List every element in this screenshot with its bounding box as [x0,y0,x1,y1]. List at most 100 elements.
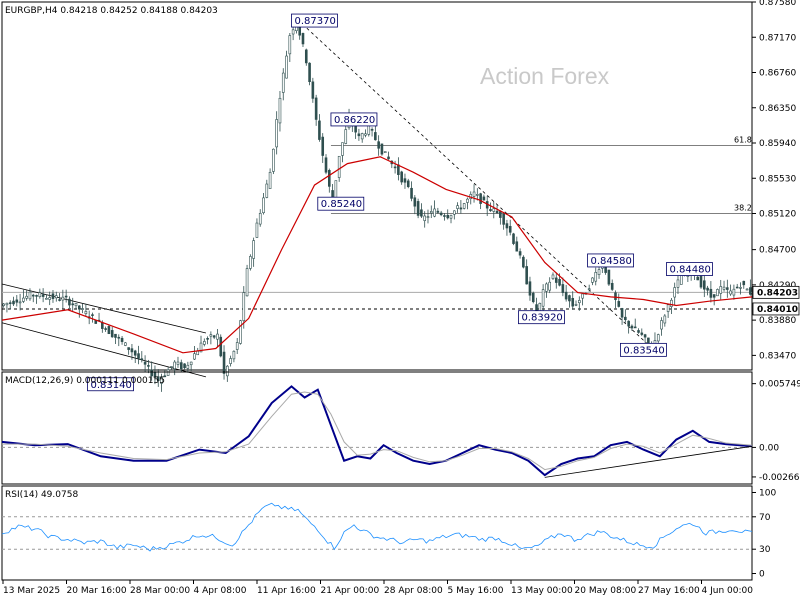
candle-body [58,299,61,301]
price-pane: Action Forex EURGBP,H4 0.84218 0.84252 0.… [1,0,800,392]
candle-body [370,129,374,131]
x-tick-label: 4 Jun 00:00 [702,586,754,596]
candle-body [318,120,321,140]
candle-body [591,277,594,283]
candle-body [308,62,311,83]
price-level-label: 0.84203 [757,288,798,298]
candle-body [314,97,318,120]
candle-body [101,322,104,329]
candle-body [423,215,426,221]
candle-body [364,133,367,136]
price-tick-label: 0.83470 [759,351,796,361]
candle-body [81,308,84,310]
candle-body [433,208,436,217]
candle-body [5,302,9,306]
candle-body [265,183,269,198]
candle-body [242,292,246,321]
candle-body [479,193,482,204]
candle-body [459,207,463,210]
candle-body [48,297,51,300]
candle-body [38,292,42,297]
candle-body [512,233,515,244]
price-annotation-box [587,253,634,268]
candle-body [258,212,262,225]
candle-body [453,210,456,215]
candle-body [410,187,413,199]
candle-body [597,269,601,275]
candle-body [328,170,331,187]
candle-body [104,328,107,330]
candle-body [666,304,670,312]
x-tick-label: 13 Mar 2025 [3,586,60,596]
x-tick-label: 20 May 08:00 [575,586,637,596]
candle-body [742,280,746,286]
rsi-pane-border [1,485,753,581]
candle-body [114,333,117,338]
price-tick-label: 0.85120 [759,210,796,220]
candle-body [193,353,196,360]
candle-body [703,280,706,290]
candle-body [31,294,35,297]
candle-body [272,148,275,172]
candle-body [482,196,486,201]
candle-body [607,269,611,285]
macd-tick-label: 0.005749 [759,380,800,390]
price-annotation-label: 0.84480 [669,265,710,276]
candle-body [64,295,68,298]
candle-body [660,320,663,330]
candle-body [156,376,160,382]
rsi-tick-label: 100 [759,488,776,498]
price-tick-label: 0.85530 [759,174,796,184]
x-tick-label: 13 May 00:00 [511,586,573,596]
price-tick-label: 0.84700 [759,246,796,256]
candle-body [54,295,58,299]
candle-body [288,35,292,55]
candle-body [712,294,716,298]
macd-signal-line [2,391,753,471]
candle-body [12,300,15,305]
candle-body [393,166,397,169]
candle-body [311,81,315,99]
candle-body [403,178,407,183]
candle-body [209,334,213,337]
candle-body [587,288,591,291]
candle-body [203,341,206,345]
candle-body [466,198,469,203]
candle-body [380,143,384,155]
candle-body [304,49,308,64]
candle-body [706,287,709,291]
candle-body [285,55,288,79]
candle-body [541,289,545,307]
candle-body [492,208,496,212]
candle-body [245,268,249,297]
candle-body [673,287,676,298]
candle-body [341,142,344,156]
candle-body [495,210,499,214]
candle-body [206,338,209,340]
candle-body [429,211,433,214]
candle-body [222,351,226,374]
candle-body [143,361,147,365]
candle-body [127,347,130,350]
candle-body [574,304,578,306]
candle-body [183,363,186,369]
candle-body [449,215,453,219]
rsi-tick-label: 70 [759,513,771,523]
candle-body [416,201,420,216]
candle-body [189,361,193,366]
macd-tick-label: 0.00 [759,443,779,453]
candle-body [531,292,535,303]
candle-body [571,297,575,307]
candle-body [219,336,223,357]
candle-body [179,362,183,370]
candle-body [61,296,65,301]
candle-body [528,281,532,296]
candle-body [436,210,440,213]
price-level-box [752,285,800,299]
candle-body [558,278,561,286]
candle-body [278,97,282,124]
candle-body [166,369,170,376]
candle-body [614,292,617,300]
candle-body [522,256,525,268]
candle-body [518,251,522,256]
